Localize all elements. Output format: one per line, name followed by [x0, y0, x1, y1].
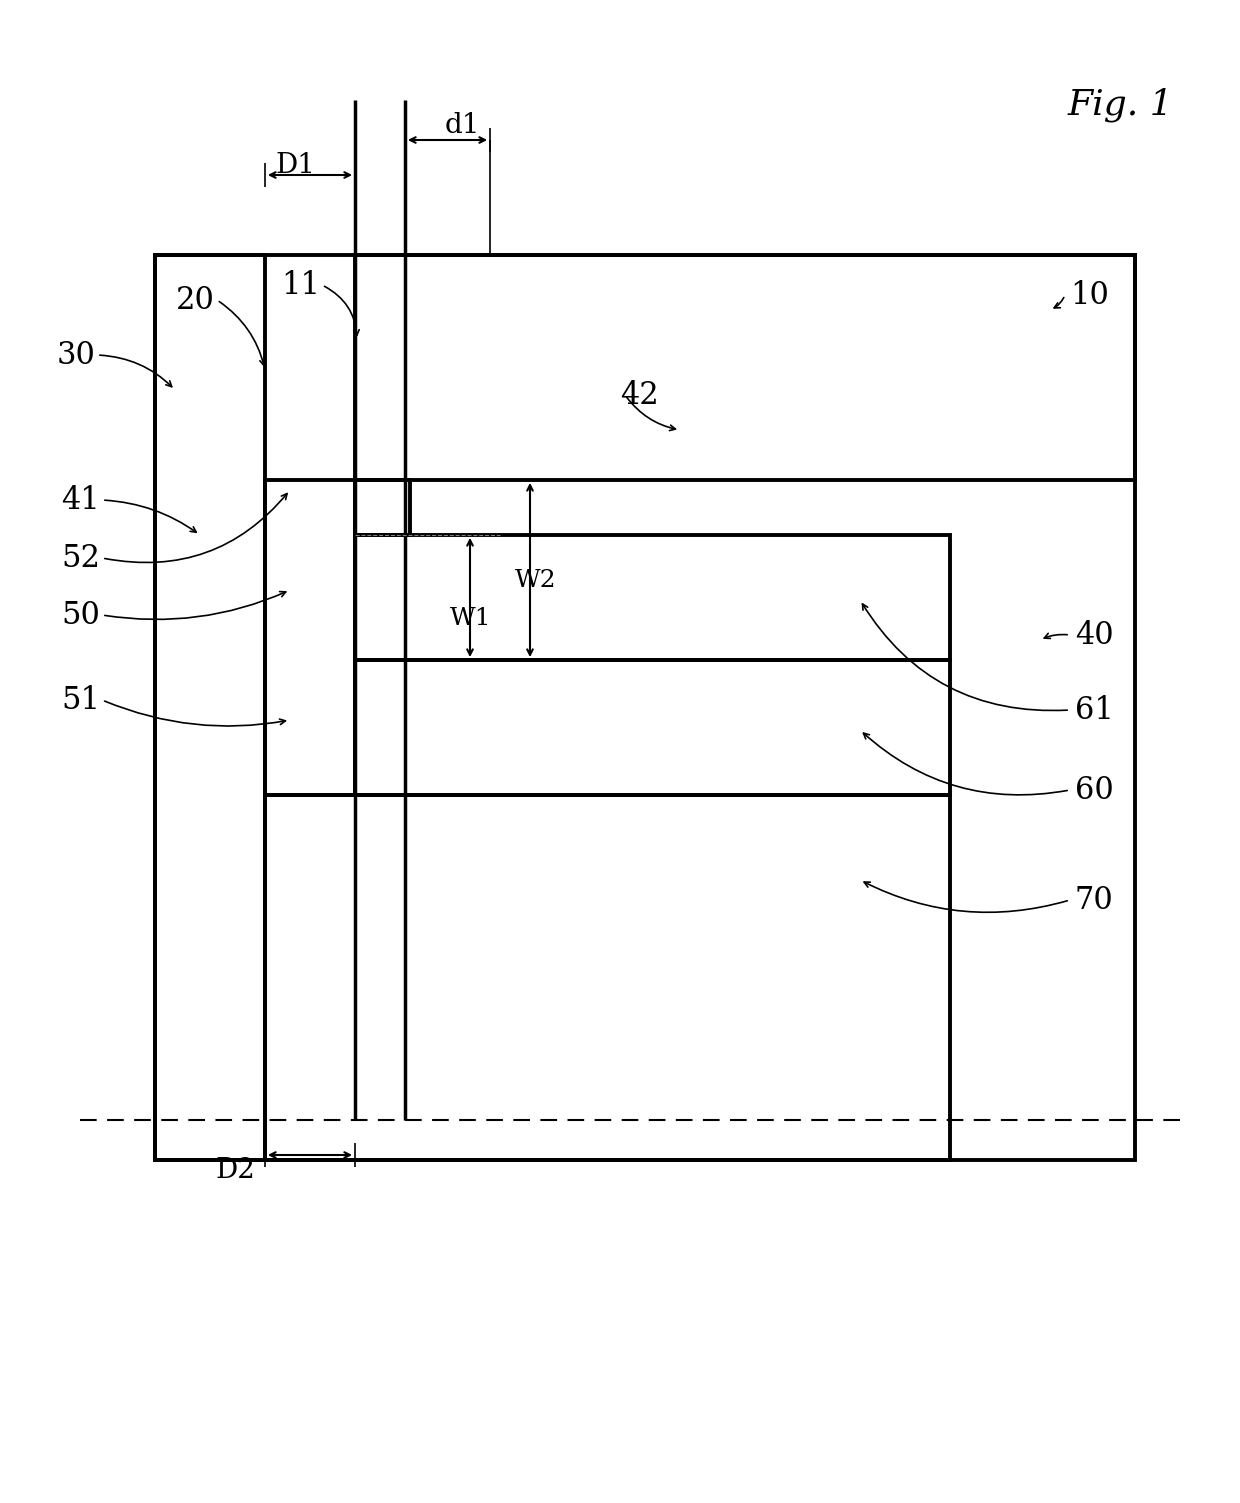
Text: Fig. 1: Fig. 1	[1068, 87, 1173, 122]
Text: 51: 51	[61, 684, 100, 715]
Text: 50: 50	[61, 600, 100, 630]
Text: 70: 70	[1075, 884, 1114, 915]
Text: W2: W2	[515, 568, 557, 592]
Bar	[265, 479, 355, 795]
Text: 41: 41	[61, 484, 100, 516]
Bar	[155, 256, 1135, 1160]
Text: 20: 20	[176, 284, 215, 316]
Bar	[355, 660, 950, 795]
Text: 42: 42	[620, 379, 658, 410]
Bar	[155, 256, 265, 1160]
Text: 10: 10	[1070, 280, 1109, 311]
Text: 30: 30	[56, 340, 95, 371]
Text: D1: D1	[275, 152, 315, 179]
Bar	[355, 479, 410, 535]
Bar	[265, 795, 950, 1160]
Text: D2: D2	[215, 1156, 255, 1183]
Text: d1: d1	[445, 111, 480, 138]
Text: 11: 11	[281, 269, 320, 301]
Text: 52: 52	[61, 543, 100, 574]
Text: 60: 60	[1075, 774, 1114, 806]
Text: W1: W1	[450, 607, 491, 630]
Text: 40: 40	[1075, 619, 1114, 651]
Bar	[355, 256, 1135, 479]
Text: 61: 61	[1075, 694, 1114, 726]
Bar	[355, 535, 950, 660]
